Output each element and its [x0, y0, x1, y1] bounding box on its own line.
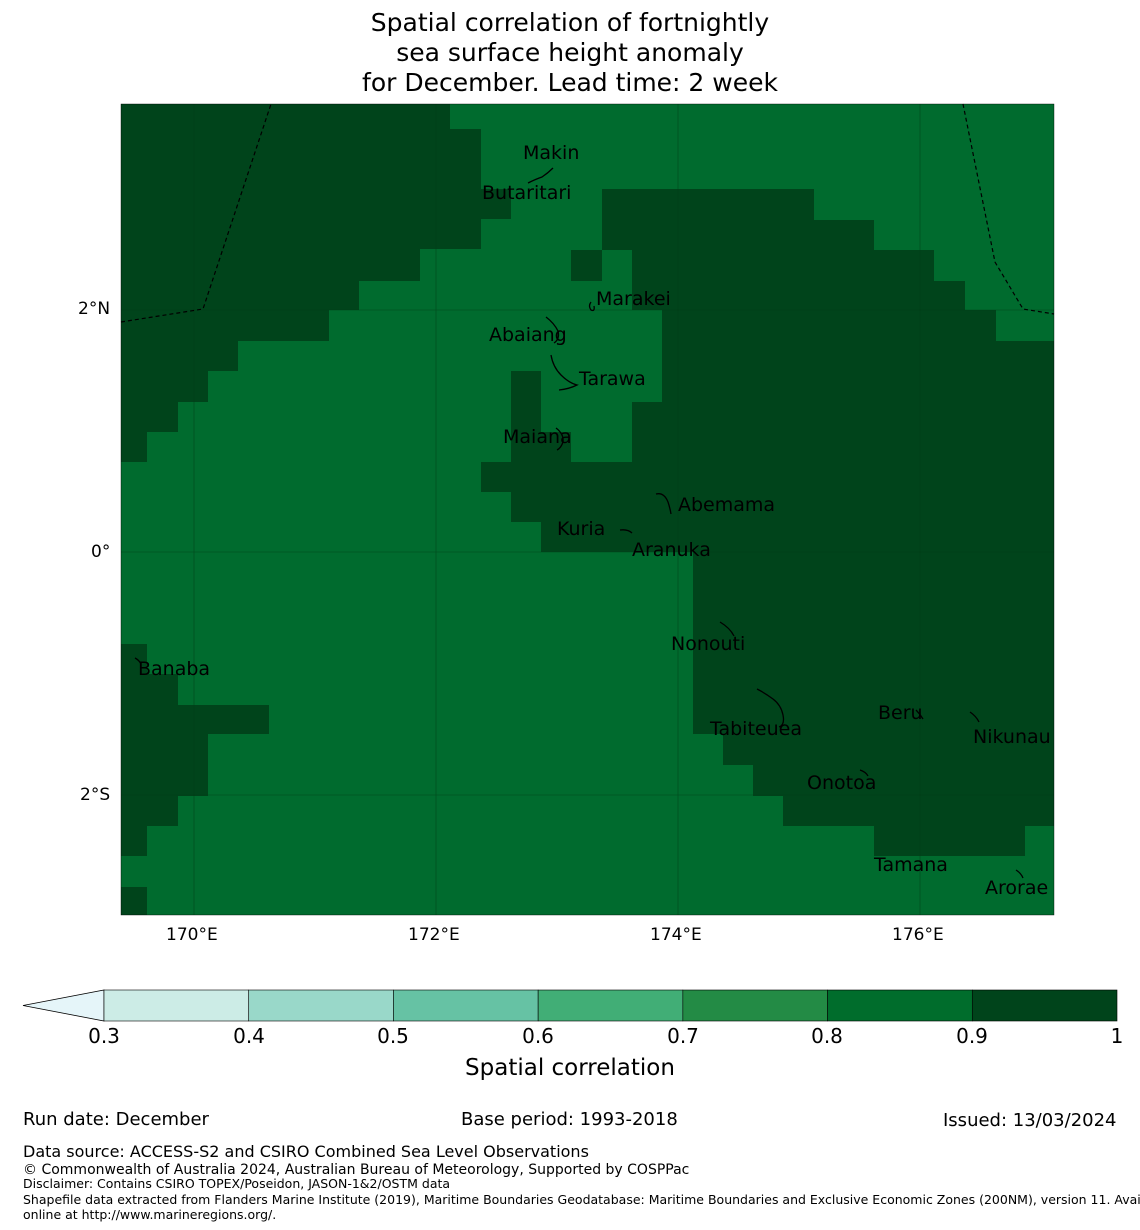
cell-dark [783, 796, 1054, 826]
colorbar-label: Spatial correlation [465, 1055, 675, 1081]
island-label-tarawa: Tarawa [579, 368, 646, 390]
cell-dark [602, 220, 874, 250]
colorbar-segment [103, 989, 250, 1022]
disclaimer: Disclaimer: Contains CSIRO TOPEX/Poseido… [23, 1176, 451, 1191]
data-source: Data source: ACCESS-S2 and CSIRO Combine… [23, 1142, 589, 1161]
island-label-abemama: Abemama [678, 494, 776, 516]
cell-dark [874, 826, 1025, 856]
colorbar-segment [248, 989, 394, 1022]
cell-dark [121, 189, 511, 219]
colorbar-segment [827, 989, 973, 1022]
copyright: © Commonwealth of Australia 2024, Austra… [23, 1162, 690, 1178]
island-outlines [134, 167, 1024, 879]
high-correlation-cells [121, 104, 1054, 915]
colorbar-extend-arrow [22, 989, 105, 1022]
island-label-banaba: Banaba [138, 658, 211, 680]
title-line-1: Spatial correlation of fortnightly [370, 8, 770, 37]
cell-dark [121, 432, 147, 462]
colorbar-tick: 1 [1110, 1024, 1124, 1048]
colorbar-tick: 0.7 [667, 1024, 699, 1048]
cell-dark [662, 310, 996, 341]
cell-dark [632, 281, 965, 310]
cell-dark [121, 219, 481, 249]
cell-dark [121, 796, 178, 826]
chart-title: Spatial correlation of fortnightly sea s… [0, 8, 1140, 98]
cell-dark [723, 734, 1054, 765]
shapefile-credit-2: online at http://www.marineregions.org/. [23, 1207, 277, 1222]
cell-dark [481, 462, 1054, 492]
lat-tick-0: 0° [91, 542, 111, 562]
cell-dark [121, 281, 359, 310]
island-label-beru: Beru [878, 702, 923, 724]
colorbar-tick: 0.6 [522, 1024, 554, 1048]
colorbar-segment [537, 989, 684, 1022]
issued-date: Issued: 13/03/2024 [943, 1110, 1117, 1131]
cell-dark [602, 189, 814, 220]
cell-dark [511, 492, 1054, 522]
lon-tick-170: 170°E [166, 925, 218, 945]
lat-tick-2s: 2°S [80, 785, 111, 805]
title-line-3: for December. Lead time: 2 week [362, 68, 778, 97]
colorbar-tick: 0.5 [377, 1024, 409, 1048]
shapefile-credit-1: Shapefile data extracted from Flanders M… [23, 1192, 1140, 1207]
maritime-boundaries [120, 103, 1055, 323]
colorbar-tick: 0.3 [88, 1024, 120, 1048]
colorbar-tick: 0.8 [811, 1024, 843, 1048]
island-label-arorae: Arorae [985, 877, 1049, 899]
lon-tick-174: 174°E [650, 925, 702, 945]
cell-dark [121, 371, 208, 402]
cell-dark [511, 371, 541, 462]
colorbar-segment [682, 989, 828, 1022]
cell-dark [121, 887, 147, 915]
cell-dark [121, 644, 147, 674]
colorbar-tick: 0.4 [233, 1024, 265, 1048]
cell-dark [121, 826, 147, 856]
cell-dark [121, 310, 329, 341]
title-line-2: sea surface height anomaly [396, 38, 744, 67]
cell-dark [121, 129, 481, 189]
cell-dark [693, 552, 1054, 734]
colorbar-segment [971, 989, 1118, 1022]
cell-dark [753, 765, 1054, 796]
cell-dark [571, 250, 602, 281]
island-label-aranuka: Aranuka [632, 539, 711, 561]
cell-dark [121, 402, 178, 432]
lat-tick-2n: 2°N [78, 299, 111, 319]
cell-dark [541, 522, 1054, 552]
island-label-tamana: Tamana [874, 854, 948, 876]
cell-dark [662, 341, 1054, 402]
cell-dark [632, 250, 934, 281]
cell-dark [632, 402, 1054, 462]
island-label-nikunau: Nikunau [973, 726, 1051, 748]
cell-dark [541, 432, 571, 462]
island-label-marakei: Marakei [596, 288, 671, 310]
colorbar-tick: 0.9 [956, 1024, 988, 1048]
cell-dark [121, 104, 450, 129]
cell-dark [121, 705, 269, 734]
cell-dark [121, 249, 420, 281]
island-label-nonouti: Nonouti [671, 633, 746, 655]
island-label-kuria: Kuria [557, 518, 606, 540]
colorbar-segment [393, 989, 539, 1022]
lon-tick-172: 172°E [408, 925, 460, 945]
lon-tick-176: 176°E [892, 925, 944, 945]
island-label-onotoa: Onotoa [807, 772, 877, 794]
run-date: Run date: December [23, 1109, 209, 1130]
island-label-makin: Makin [523, 142, 580, 164]
map-frame [120, 103, 1055, 916]
colorbar [22, 989, 1118, 1022]
island-label-tabiteuea: Tabiteuea [710, 718, 802, 740]
cell-dark [121, 341, 238, 371]
island-label-butaritari: Butaritari [482, 182, 572, 204]
cell-dark [121, 734, 208, 796]
island-label-maiana: Maiana [503, 426, 572, 448]
gridlines [121, 104, 1054, 915]
island-label-abaiang: Abaiang [489, 324, 567, 346]
cell-dark [121, 674, 178, 705]
base-period: Base period: 1993-2018 [461, 1109, 678, 1130]
